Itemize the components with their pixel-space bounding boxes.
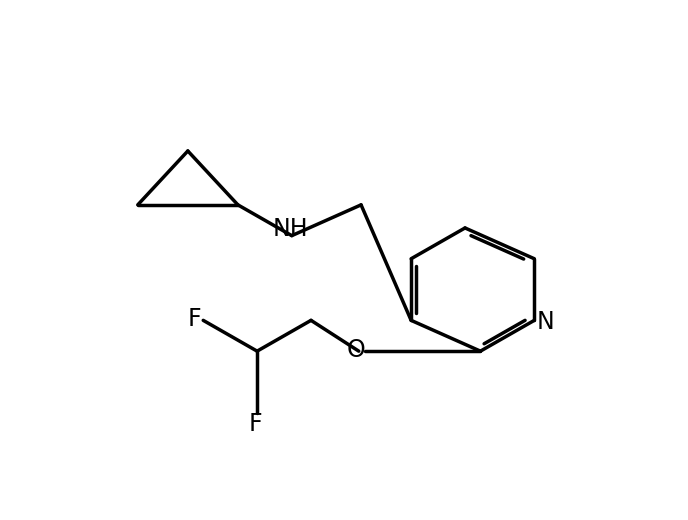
Text: NH: NH [272, 217, 308, 241]
Text: N: N [536, 310, 554, 334]
Text: O: O [346, 337, 365, 361]
Text: F: F [249, 411, 262, 436]
Text: F: F [187, 307, 201, 331]
